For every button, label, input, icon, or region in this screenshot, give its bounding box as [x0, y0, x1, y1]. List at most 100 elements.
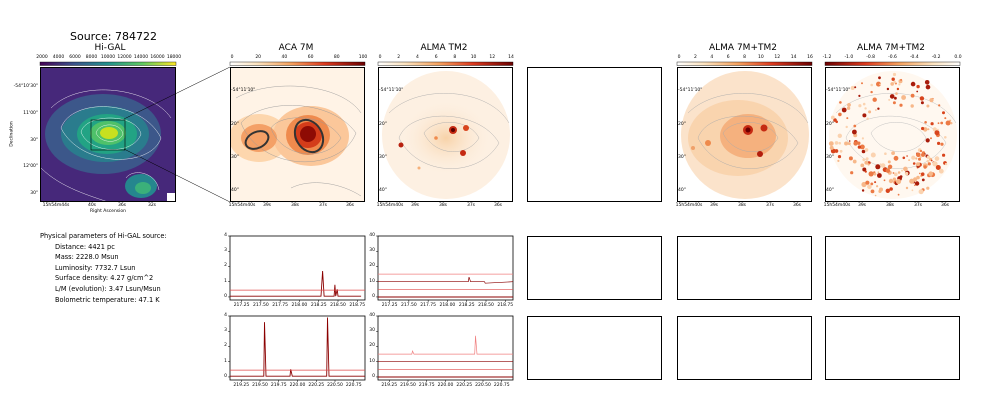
zoom-xtick-label: 39s	[262, 203, 272, 208]
colorbar-tick-label: -1.0	[844, 55, 854, 60]
empty-spectrum-panel	[527, 236, 662, 300]
zoom-xtick-label: 37s	[318, 203, 328, 208]
residual-blob	[926, 159, 930, 163]
colorbar-tick-label: 2000	[36, 55, 48, 60]
residual-blob	[937, 122, 940, 125]
residual-blob	[847, 142, 851, 146]
spectrum-ytick-label: 40	[369, 233, 375, 238]
colorbar-tick-label: 2	[397, 55, 401, 60]
residual-blob	[866, 117, 869, 120]
residual-blob	[834, 149, 839, 153]
zoom-xtick-label: 15h54m40s	[823, 203, 851, 208]
residual-blob	[834, 141, 839, 145]
residual-blob	[846, 117, 849, 120]
residual-blob	[937, 141, 941, 145]
residual-blob	[876, 185, 879, 188]
spectrum-xtick-label: 220.25	[308, 383, 325, 388]
residual-blob	[904, 171, 909, 176]
residual-blob	[844, 141, 849, 146]
zoom-ytick-label: -54°11'10"	[678, 88, 703, 93]
residual-blob	[944, 162, 948, 166]
colorbar-tick-label: 80	[333, 55, 340, 60]
spectrum-ytick-label: 0	[372, 373, 375, 379]
param-luminosity: Luminosity: 7732.7 Lsun	[55, 263, 136, 272]
residual-blob	[911, 155, 916, 160]
residual-blob	[853, 124, 857, 128]
spectrum-xtick-label: 219.25	[233, 383, 250, 388]
zoom-xtick-label: 38s	[885, 203, 895, 208]
residual-blob	[892, 101, 896, 105]
spectrum-series-line	[230, 317, 365, 377]
higal-xlabel: Right Ascension	[90, 209, 126, 214]
residual-blob	[938, 168, 944, 174]
residual-blob	[942, 153, 946, 157]
zoom-xtick-label: 39s	[709, 203, 719, 208]
colorbar-tick-label: 2	[693, 55, 697, 60]
residual-blob	[837, 155, 842, 159]
aca-image	[230, 67, 365, 202]
residual-blob	[860, 144, 865, 150]
residual-blob	[870, 90, 873, 94]
residual-blob	[880, 163, 886, 168]
higal-ytick-label: 12'00"	[23, 164, 38, 169]
colorbar-tick-label: -0.2	[931, 55, 941, 60]
residual-blob	[877, 107, 880, 110]
residual-blob	[867, 184, 872, 190]
residual-blob	[839, 149, 843, 153]
spectrum-xtick-label: 217.50	[400, 303, 417, 308]
residual-blob	[940, 121, 944, 125]
zoom-xtick-label: 36s	[940, 203, 950, 208]
spectrum-ytick-label: 3	[224, 328, 227, 334]
residual-blob	[926, 186, 930, 190]
spectrum-ytick-label: 30	[369, 248, 375, 254]
param-distance: Distance: 4421 pc	[55, 242, 115, 251]
spectrum-ytick-label: 2	[224, 343, 227, 349]
combo-colorbar	[676, 61, 813, 66]
higal-xtick-label: 15h54m44s	[42, 203, 70, 208]
spectrum-series-line	[378, 276, 514, 284]
colorbar-tick-label: 8000	[85, 55, 98, 60]
residual-blob	[862, 113, 867, 118]
residual-blob	[927, 162, 931, 166]
colorbar-tick-label: 4000	[52, 55, 65, 60]
residual-blob	[887, 160, 891, 164]
zoom-ytick-label: 30"	[231, 155, 239, 160]
higal-xtick-label: 36s	[117, 203, 127, 208]
residual-blob	[893, 155, 899, 161]
residual-blob	[870, 83, 873, 87]
param-surface-density: Surface density: 4.27 g/cm^2	[55, 274, 154, 283]
colorbar-tick-label: 8	[743, 55, 746, 60]
residual-blob	[921, 178, 925, 182]
higal-ytick-label: 30"	[30, 191, 38, 196]
residual-blob	[873, 172, 877, 176]
colorbar-tick-label: -0.4	[909, 55, 919, 60]
combo-title: ALMA 7M+TM2	[709, 43, 777, 53]
colorbar-tick-label: 0.0	[954, 55, 962, 60]
residual-blob	[865, 157, 869, 161]
residual-blob	[854, 86, 857, 89]
residual-blob	[864, 170, 867, 173]
residual-blob	[858, 104, 862, 108]
residual-blob	[874, 181, 877, 184]
residual-blob	[918, 189, 924, 195]
residual-blob	[916, 84, 920, 89]
residual-blob	[868, 171, 874, 177]
residual-blob	[861, 189, 865, 192]
residual-blob	[914, 184, 916, 187]
residual-blob	[875, 164, 881, 170]
residual-blob	[847, 103, 851, 107]
higal-image	[40, 67, 176, 202]
residual-blob	[916, 175, 920, 180]
alma-title: ALMA TM2	[420, 43, 468, 53]
spectrum-xtick-label: 218.50	[330, 303, 346, 308]
residual-blob	[876, 81, 881, 87]
residual-blob	[930, 137, 932, 140]
residual-blob	[895, 92, 898, 95]
residual-blob	[901, 169, 903, 172]
colorbar-tick-label: -0.8	[866, 55, 876, 60]
higal-ytick-label: 11'00"	[23, 111, 38, 116]
residual-blob	[846, 106, 851, 110]
